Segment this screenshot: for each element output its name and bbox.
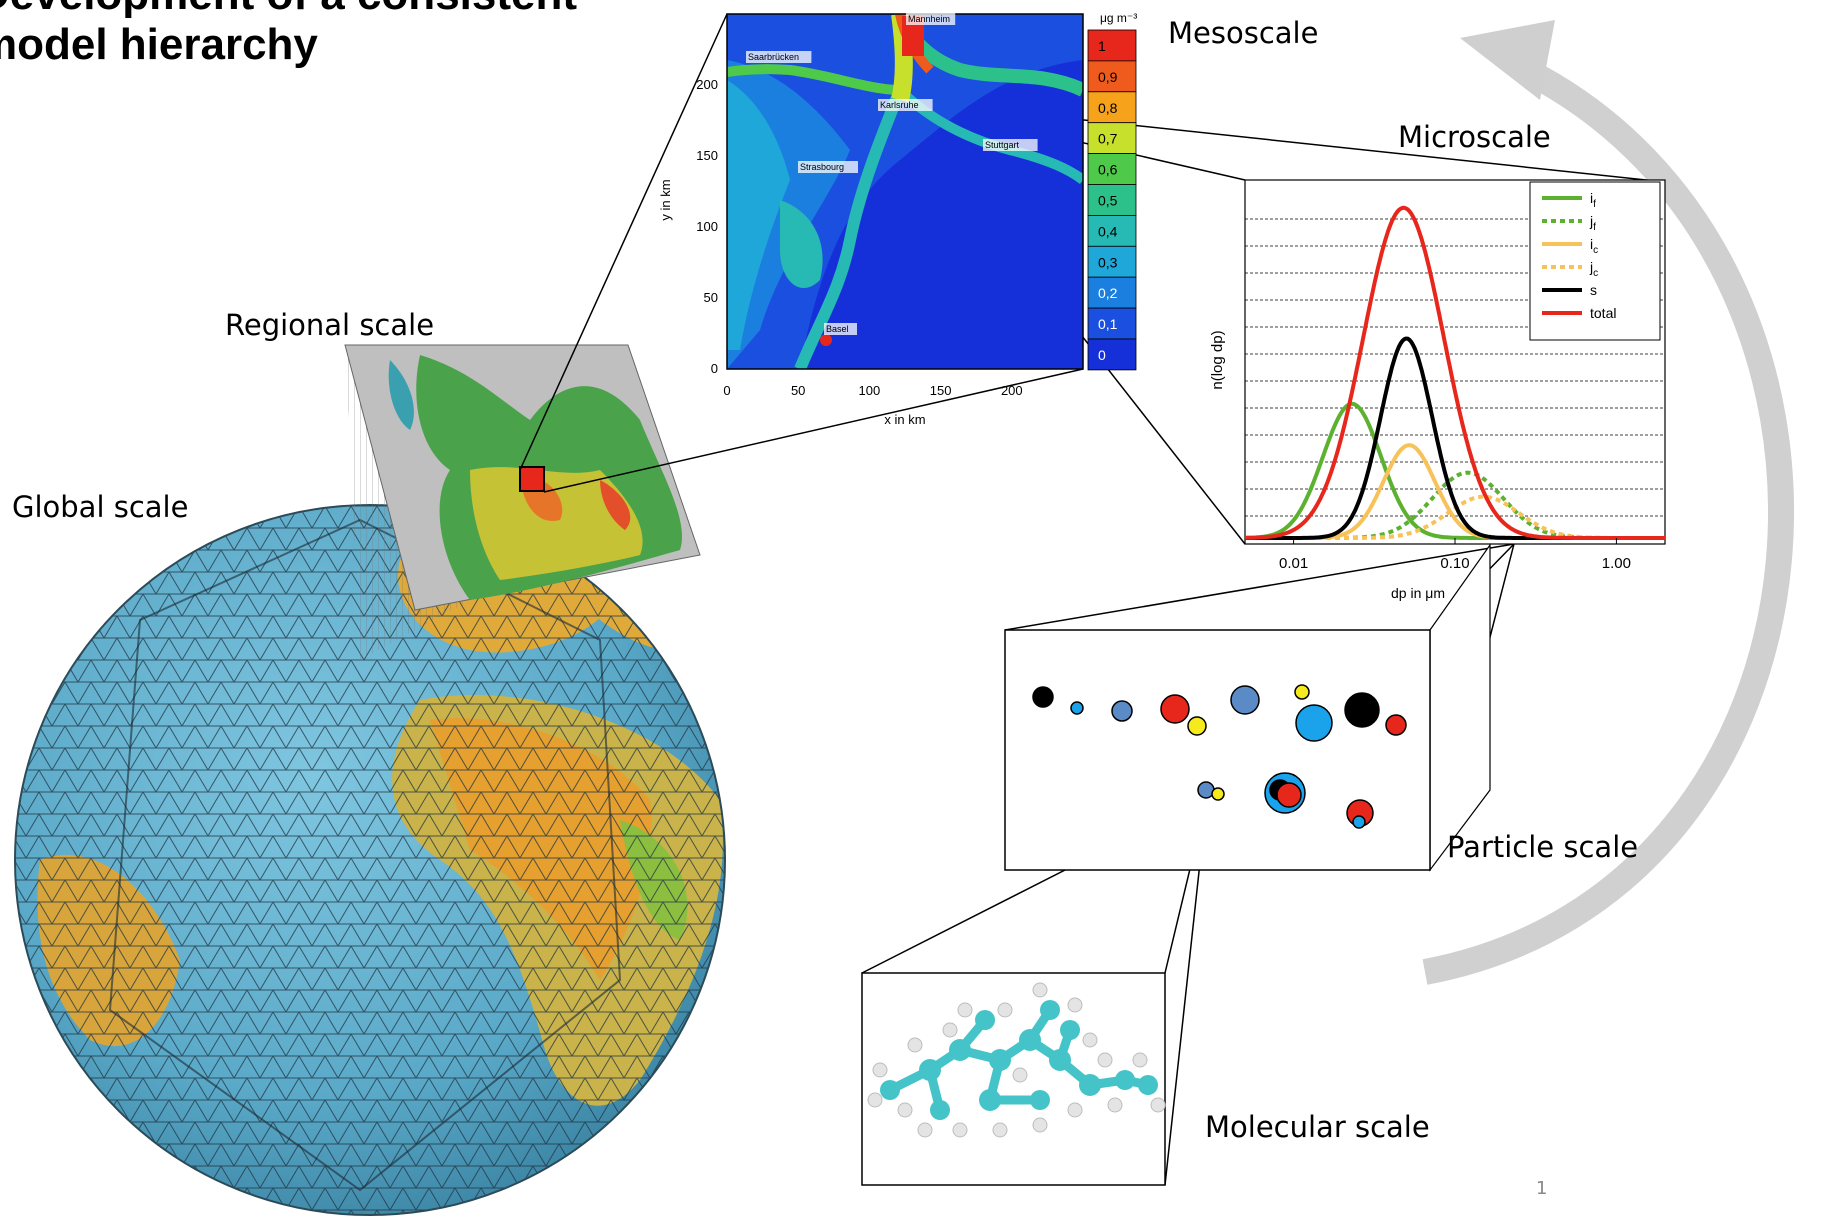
legend-entry: total <box>1590 305 1616 321</box>
legend-entry: s <box>1590 282 1597 298</box>
label-global-scale: Global scale <box>12 490 188 524</box>
label-particle-scale: Particle scale <box>1447 830 1638 864</box>
colorbar-label: 1 <box>1098 38 1106 54</box>
map-y-tick: 50 <box>704 290 718 305</box>
label-microscale: Microscale <box>1398 120 1551 154</box>
colorbar-unit: μg m⁻³ <box>1100 11 1137 25</box>
city-label: Karlsruhe <box>880 100 919 110</box>
map-x-tick: 50 <box>791 383 805 398</box>
chart-x-tick: 0.01 <box>1279 555 1308 572</box>
colorbar-label: 0,8 <box>1098 100 1118 116</box>
colorbar-label: 0,2 <box>1098 285 1118 301</box>
city-label: Basel <box>826 324 849 334</box>
map-x-axis-label: x in km <box>884 412 925 427</box>
colorbar-label: 0,4 <box>1098 223 1118 239</box>
colorbar-label: 0 <box>1098 347 1106 363</box>
city-label: Stuttgart <box>985 140 1020 150</box>
map-y-axis-label: y in km <box>658 179 673 220</box>
colorbar-label: 0,1 <box>1098 316 1118 332</box>
city-label: Strasbourg <box>800 162 844 172</box>
page-number: 1 <box>1536 1178 1547 1199</box>
chart-y-axis-label: n(log dp) <box>1209 330 1226 389</box>
colorbar-label: 0,9 <box>1098 69 1118 85</box>
colorbar-label: 0,3 <box>1098 254 1118 270</box>
map-y-tick: 150 <box>696 148 718 163</box>
city-label: Saarbrücken <box>748 52 799 62</box>
map-x-tick: 0 <box>723 383 730 398</box>
colorbar-label: 0,6 <box>1098 162 1118 178</box>
map-x-tick: 150 <box>930 383 952 398</box>
map-y-tick: 0 <box>711 361 718 376</box>
colorbar-swatch <box>1088 339 1136 370</box>
molecule-panel <box>862 973 1165 1185</box>
label-molecular-scale: Molecular scale <box>1205 1110 1430 1144</box>
chart-x-axis-label: dp in μm <box>1391 585 1445 601</box>
colorbar-label: 0,5 <box>1098 193 1118 209</box>
mesoscale-map: Mannheim Saarbrücken Karlsruhe Stuttgart Str… <box>658 11 1137 427</box>
map-x-tick: 100 <box>859 383 881 398</box>
colorbar-label: 0,7 <box>1098 131 1118 147</box>
chart-x-tick: 1.00 <box>1602 555 1631 572</box>
label-regional-scale: Regional scale <box>225 308 434 342</box>
chart-x-tick: 0.10 <box>1440 555 1469 572</box>
colorbar: 1 0,9 0,8 0,7 0,6 0,5 0,4 0,3 0,2 0,1 0 <box>1088 30 1136 370</box>
map-y-tick: 200 <box>696 77 718 92</box>
city-label: Mannheim <box>908 14 950 24</box>
colorbar-swatch <box>1088 30 1136 61</box>
label-mesoscale: Mesoscale <box>1168 16 1318 50</box>
map-y-tick: 100 <box>696 219 718 234</box>
map-x-tick: 200 <box>1001 383 1023 398</box>
